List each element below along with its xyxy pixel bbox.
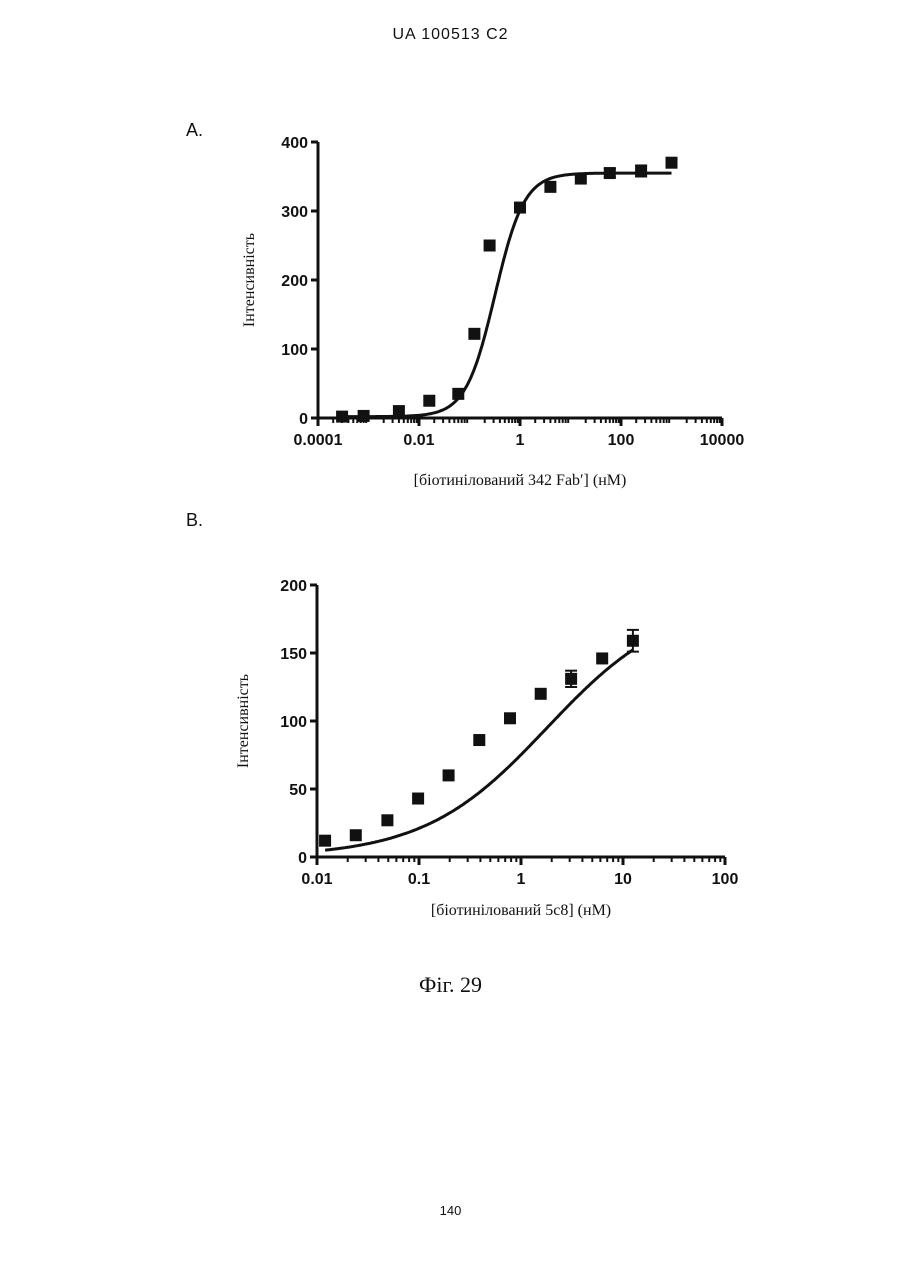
x-tick-label: 100 [712, 871, 739, 888]
x-tick-label: 10 [614, 871, 632, 888]
x-tick-label: 0.1 [408, 871, 430, 888]
y-tick-label: 100 [280, 714, 307, 731]
x-axis-title: [біотинілований 342 Fab′] (нМ) [414, 472, 627, 489]
chart-b: 0 50 100 150 200 0.01 0.1 1 10 100 [біотинілований… [0, 560, 901, 930]
x-tick-label: 10000 [700, 432, 745, 449]
data-point [504, 712, 516, 724]
data-point [452, 388, 464, 400]
data-point [393, 405, 405, 417]
y-tick-label: 0 [299, 411, 308, 428]
y-tick-label: 300 [281, 204, 308, 221]
data-point [358, 410, 370, 422]
data-point [635, 165, 647, 177]
data-point [423, 395, 435, 407]
panel-label-b: B. [186, 510, 203, 531]
data-point [575, 173, 587, 185]
data-point [473, 734, 485, 746]
patent-header: UA 100513 C2 [0, 26, 901, 44]
y-tick-label: 200 [280, 578, 307, 595]
y-tick-label: 200 [281, 273, 308, 290]
x-tick-label: 1 [516, 432, 525, 449]
y-tick-label: 150 [280, 646, 307, 663]
y-tick-label: 100 [281, 342, 308, 359]
data-point [544, 181, 556, 193]
figure-caption: Фіг. 29 [0, 972, 901, 998]
x-tick-label: 0.0001 [294, 432, 343, 449]
data-point [666, 157, 678, 169]
data-point [350, 829, 362, 841]
chart-a: 0 100 200 300 400 0.0001 0.01 1 100 10000 [біотині… [0, 110, 901, 490]
fit-curve [342, 173, 671, 417]
data-point [565, 673, 577, 685]
y-axis-title: Інтенсивність [241, 233, 258, 327]
y-tick-label: 400 [281, 135, 308, 152]
data-point [412, 793, 424, 805]
x-tick-label: 1 [517, 871, 526, 888]
data-point [514, 202, 526, 214]
data-point [604, 167, 616, 179]
x-axis-title: [біотинілований 5c8] (нМ) [431, 902, 611, 919]
x-tick-label: 0.01 [403, 432, 434, 449]
x-tick-label: 100 [608, 432, 635, 449]
data-point [627, 635, 639, 647]
y-tick-label: 50 [289, 782, 307, 799]
y-axis-title: Інтенсивність [235, 674, 252, 768]
x-tick-label: 0.01 [301, 871, 332, 888]
data-point [336, 411, 348, 423]
page-number: 140 [0, 1203, 901, 1218]
data-point [535, 688, 547, 700]
data-point [484, 240, 496, 252]
data-point [381, 814, 393, 826]
data-point [443, 769, 455, 781]
fit-curve [325, 650, 633, 850]
data-point [468, 328, 480, 340]
y-tick-label: 0 [298, 850, 307, 867]
data-point [319, 835, 331, 847]
data-point [596, 652, 608, 664]
